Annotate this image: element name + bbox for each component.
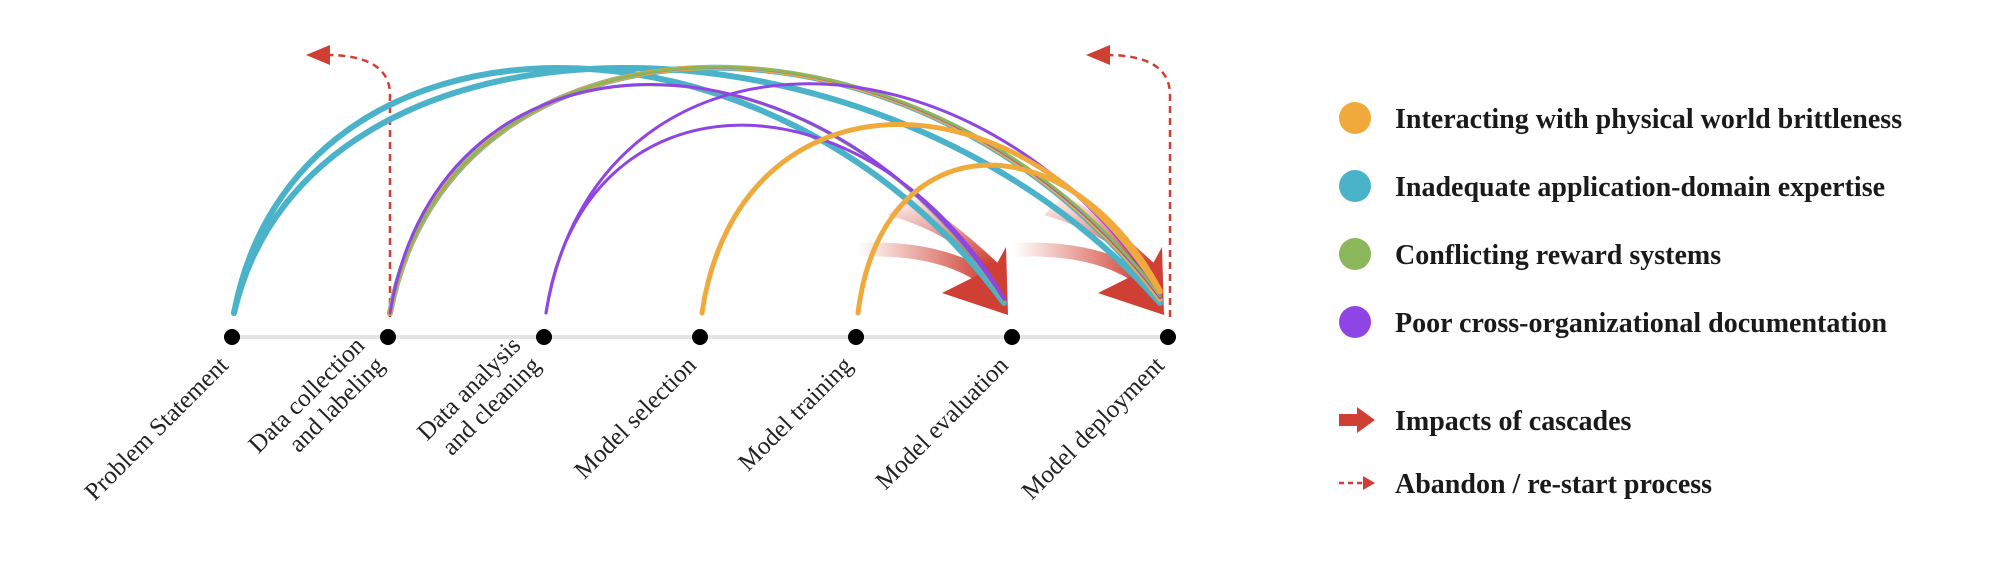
stage-label: Problem Statement bbox=[80, 352, 234, 506]
restart-arrow-line bbox=[325, 53, 392, 317]
stage-node bbox=[380, 329, 396, 345]
cascade-arc-domain bbox=[231, 65, 1007, 316]
impact-marker-icon bbox=[1339, 407, 1375, 433]
stage-node bbox=[692, 329, 708, 345]
legend-swatch-reward bbox=[1339, 238, 1371, 270]
legend-label-domain: Inadequate application-domain expertise bbox=[1395, 172, 1885, 203]
legend-swatch-documentation bbox=[1339, 306, 1371, 338]
restart-arrow-head bbox=[306, 45, 330, 65]
stage-label: Model evaluation bbox=[871, 351, 1015, 495]
legend-swatch-domain bbox=[1339, 170, 1371, 202]
legend-swatch-physical bbox=[1339, 102, 1371, 134]
stage-label-line: Model training bbox=[733, 351, 858, 476]
stage-node bbox=[1160, 329, 1176, 345]
cascade-arc-domain bbox=[387, 64, 1163, 316]
impact-arrow-tail bbox=[858, 242, 990, 285]
cascade-arc-physical bbox=[855, 162, 1163, 316]
stage-node bbox=[848, 329, 864, 345]
impact-arrows bbox=[858, 195, 1164, 315]
stage-node bbox=[224, 329, 240, 345]
restart-arrows bbox=[306, 45, 1172, 317]
legend-label-physical: Interacting with physical world brittlen… bbox=[1395, 104, 1902, 135]
legend: Interacting with physical world brittlen… bbox=[1339, 102, 1902, 500]
legend-label-reward: Conflicting reward systems bbox=[1395, 240, 1721, 271]
legend-label-documentation: Poor cross-organizational documentation bbox=[1395, 308, 1887, 339]
impact-arrow-tail bbox=[1014, 242, 1146, 285]
stage-label: Model training bbox=[733, 351, 858, 476]
cascade-arc-physical bbox=[387, 65, 1163, 316]
impact-arrow-head bbox=[1098, 247, 1164, 315]
cascade-arc-documentation bbox=[544, 123, 1006, 315]
stage-label: Model deployment bbox=[1017, 352, 1170, 505]
cascade-arcs bbox=[231, 64, 1163, 316]
stage-label-line: Model evaluation bbox=[871, 351, 1015, 495]
stage-nodes bbox=[224, 329, 1176, 345]
restart-marker-icon bbox=[1363, 476, 1375, 490]
cascade-arc-documentation bbox=[388, 65, 1162, 315]
cascade-arc-reward bbox=[388, 65, 1162, 315]
stage-label-line: Problem Statement bbox=[80, 352, 234, 506]
impact-arrow-head bbox=[942, 247, 1008, 315]
stage-label-line: Model deployment bbox=[1017, 352, 1170, 505]
stage-label: Model selection bbox=[569, 351, 702, 484]
cascade-arc-domain bbox=[231, 65, 1163, 316]
restart-arrow-head bbox=[1086, 45, 1110, 65]
legend-label-abandon: Abandon / re-start process bbox=[1395, 469, 1712, 500]
stage-node bbox=[1004, 329, 1020, 345]
legend-label-impact: Impacts of cascades bbox=[1395, 406, 1632, 437]
stage-node bbox=[536, 329, 552, 345]
stage-label-line: Model selection bbox=[569, 351, 702, 484]
restart-arrow-line bbox=[1105, 53, 1172, 317]
